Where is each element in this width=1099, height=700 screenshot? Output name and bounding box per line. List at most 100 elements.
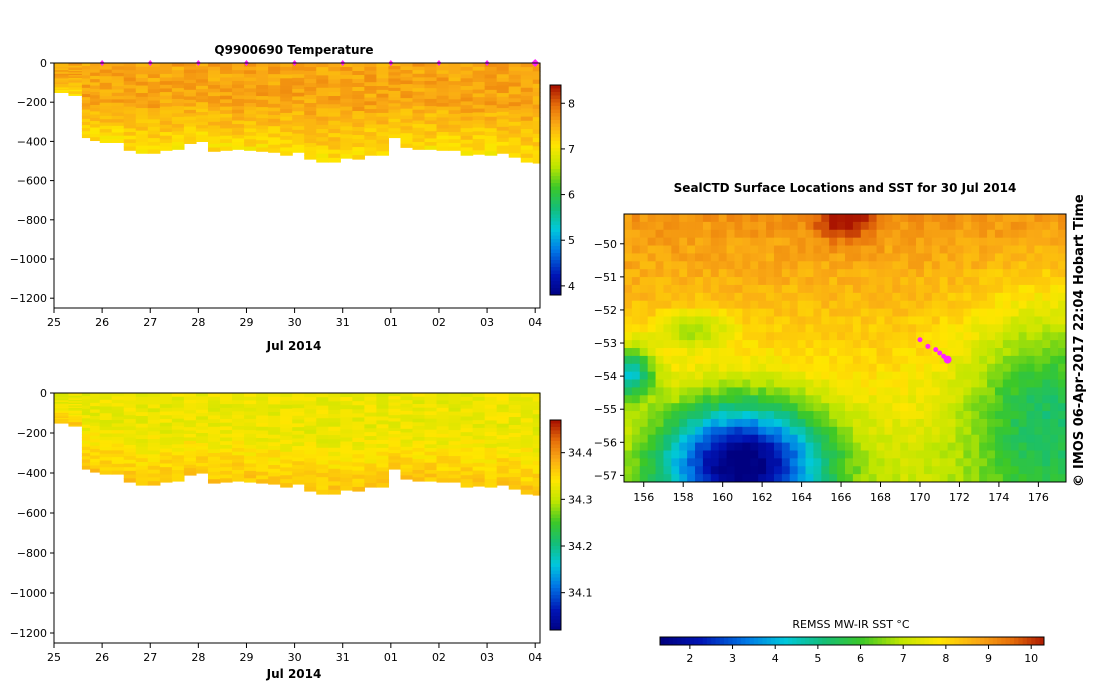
sst-cell — [876, 292, 885, 302]
section-cell — [400, 84, 414, 89]
colorbar-tick-label: 3 — [729, 652, 736, 665]
sst-cell — [655, 348, 664, 357]
section-cell — [220, 459, 233, 465]
section-cell — [520, 472, 534, 478]
sst-cell — [892, 324, 901, 333]
section-cell — [292, 457, 305, 462]
sst-cell — [1018, 450, 1028, 459]
sst-cell — [884, 450, 893, 459]
section-cell — [268, 468, 281, 474]
sst-cell — [647, 332, 657, 341]
sst-cell — [868, 355, 878, 365]
sst-cell — [852, 316, 862, 325]
section-cell — [54, 81, 70, 84]
sst-cell — [900, 340, 909, 349]
section-cell — [472, 93, 486, 98]
section-cell — [388, 399, 402, 404]
section-cell — [90, 416, 101, 420]
sst-cell — [647, 442, 657, 451]
temperature-section-cells — [54, 63, 541, 164]
sst-cell — [1018, 411, 1028, 420]
sst-cell — [631, 418, 641, 428]
sst-cell — [884, 379, 893, 388]
section-cell — [135, 396, 149, 402]
sst-cell — [1050, 229, 1059, 239]
sst-cell — [987, 316, 996, 325]
sst-cell — [718, 442, 728, 451]
section-cell — [147, 74, 161, 79]
sst-cell — [1042, 214, 1051, 223]
sst-cell — [1058, 292, 1066, 302]
sst-cell — [624, 324, 633, 333]
colorbar-segment — [550, 423, 561, 428]
section-cell — [135, 93, 149, 98]
x-tick-label: 30 — [288, 316, 302, 329]
colorbar-segment — [550, 521, 561, 526]
colorbar-segment — [550, 563, 561, 568]
sst-cell — [892, 214, 901, 223]
section-cell — [340, 126, 353, 131]
sst-cell — [821, 229, 830, 239]
section-cell — [340, 401, 353, 406]
colorbar-segment — [550, 130, 561, 135]
sst-cell — [947, 450, 956, 459]
section-cell — [304, 99, 317, 104]
section-cell — [220, 444, 233, 450]
section-cell — [400, 91, 414, 96]
section-cell — [195, 403, 209, 407]
sst-cell — [758, 411, 767, 420]
colorbar-segment — [550, 577, 561, 582]
sst-cell — [781, 269, 791, 278]
sst-cell — [647, 245, 657, 254]
sst-cell — [718, 253, 728, 262]
sst-cell — [671, 292, 680, 302]
sst-cell — [663, 245, 672, 254]
sst-cell — [900, 292, 909, 302]
sst-cell — [631, 316, 641, 325]
section-cell — [195, 98, 209, 103]
sst-cell — [742, 371, 751, 381]
section-cell — [412, 138, 426, 143]
section-cell — [81, 465, 91, 470]
section-cell — [90, 402, 101, 407]
section-cell — [304, 91, 317, 96]
section-cell — [54, 74, 70, 76]
sst-cell — [1002, 253, 1012, 262]
section-cell — [508, 74, 522, 80]
sst-cell — [916, 332, 925, 341]
sst-cell — [750, 348, 759, 357]
sst-cell — [837, 324, 846, 333]
section-cell — [195, 134, 209, 139]
sst-cell — [1034, 237, 1043, 247]
section-cell — [68, 77, 83, 80]
sst-cell — [647, 450, 657, 459]
sst-cell — [829, 395, 838, 404]
sst-cell — [876, 300, 885, 310]
section-cell — [292, 100, 305, 105]
sst-cell — [947, 403, 956, 412]
section-cell — [99, 453, 113, 458]
sst-cell — [1058, 253, 1066, 262]
section-cell — [376, 396, 390, 402]
sst-cell — [900, 426, 909, 436]
lon-tick-label: 164 — [791, 491, 812, 504]
sst-cell — [987, 348, 996, 357]
section-cell — [220, 400, 233, 405]
section-cell — [207, 92, 221, 97]
sst-cell — [923, 426, 933, 436]
sst-cell — [979, 395, 988, 404]
sst-cell — [663, 340, 672, 349]
y-tick-label: 0 — [40, 387, 47, 400]
sst-cell — [726, 355, 735, 365]
lat-tick-label: −50 — [594, 238, 617, 251]
sst-cell — [916, 348, 925, 357]
section-cell — [280, 420, 293, 425]
section-cell — [147, 96, 161, 102]
section-cell — [376, 139, 390, 145]
section-cell — [448, 456, 462, 461]
sst-cell — [868, 332, 878, 341]
sst-cell — [876, 332, 885, 341]
colorbar-segment — [550, 598, 561, 603]
sst-cell — [884, 474, 893, 482]
section-cell — [508, 473, 522, 478]
